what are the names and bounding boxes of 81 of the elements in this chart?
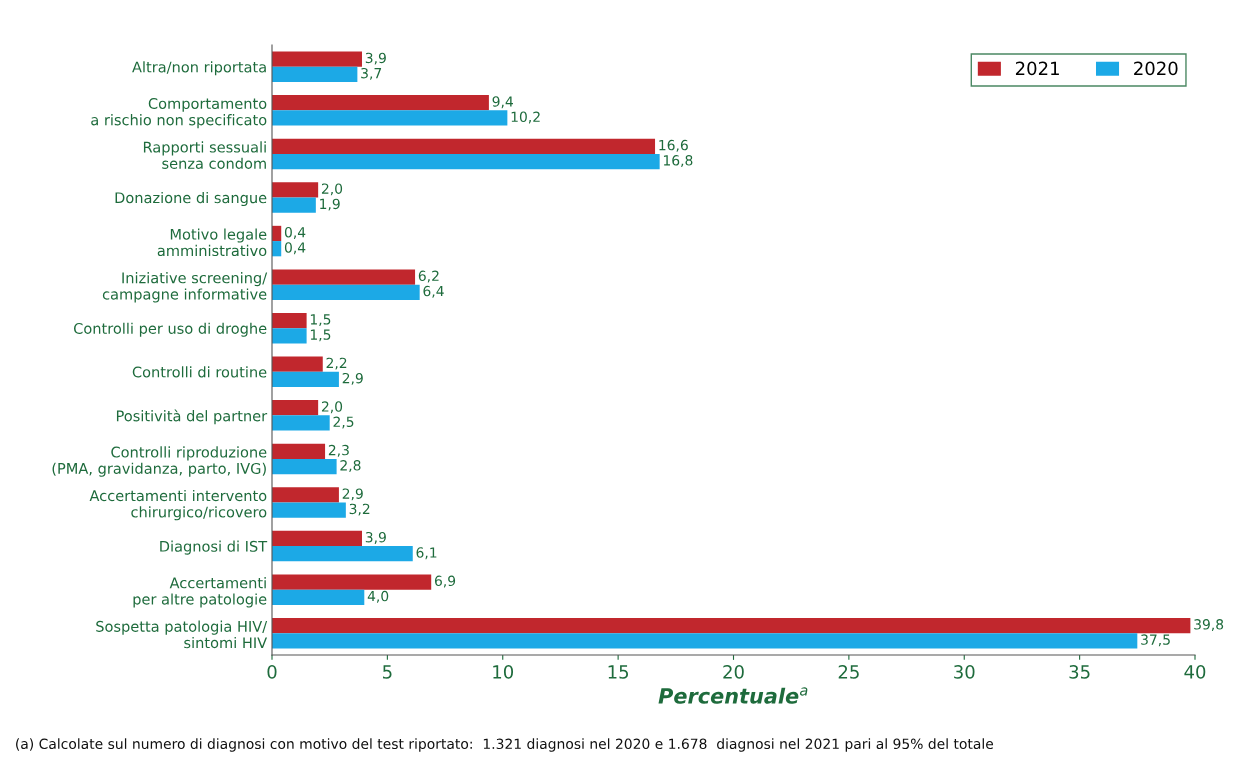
y-tick-label: Accertamenti per altre patologie [133, 577, 267, 608]
x-tick-label: 30 [954, 665, 975, 679]
bar [272, 284, 420, 300]
x-tick-label: 15 [608, 665, 629, 679]
bar [272, 546, 413, 562]
data-label: 10,2 [511, 111, 540, 124]
data-label: 2,3 [328, 444, 349, 457]
bar [272, 458, 337, 475]
y-tick-label: Controlli riproduzione (PMA, gravidanza, parto, IVG) [52, 446, 267, 477]
bar [272, 138, 656, 154]
bar [272, 328, 307, 344]
y-tick-label: Iniziative screening/ campagne informative [102, 272, 268, 303]
bar [272, 400, 319, 416]
x-tick-label: 20 [723, 665, 744, 679]
bar [272, 312, 307, 329]
y-tick-label: Positività del partner [116, 409, 268, 425]
x-tick-label: 10 [493, 665, 514, 679]
text: (a) Calcolate sul numero di diagnosi con motivo del test riportato: 1.321 diagnosi nel 2020 e 1.678 diagnosi nel 2021 pari al 95% del totale [16, 738, 994, 752]
data-label: 6,9 [434, 575, 456, 588]
bar [272, 66, 358, 83]
x-tick-label: 40 [1184, 665, 1206, 679]
bar [272, 633, 1138, 649]
y-tick-label: Motivo legale amministrativo [157, 228, 267, 257]
data-label: 39,8 [1194, 619, 1224, 632]
y-tick-label: Diagnosi di IST [160, 540, 268, 555]
x-axis-title: Percentuale$^{a}$ [658, 687, 808, 704]
data-label: 3,9 [365, 52, 386, 65]
bar [272, 356, 323, 372]
bar [272, 51, 362, 67]
y-tick-label: Accertamenti intervento chirurgico/ricovero [89, 489, 267, 521]
data-label: 37,5 [1141, 634, 1170, 647]
data-label: 0,4 [284, 226, 306, 239]
data-label: 3,9 [365, 531, 386, 544]
data-label: 2,8 [340, 460, 361, 472]
y-tick-label: Comportamento a rischio non specificato [91, 98, 267, 129]
bar [272, 110, 508, 126]
x-tick-label: 35 [1069, 665, 1090, 679]
data-label: 6,1 [416, 547, 437, 560]
x-tick-label: 25 [838, 665, 859, 679]
bar [272, 443, 326, 459]
data-label: 9,4 [492, 96, 513, 109]
bar [272, 487, 339, 503]
bar [272, 589, 365, 605]
bar [272, 502, 346, 518]
bar [272, 530, 362, 547]
y-tick-label: Rapporti sessuali senza condom [143, 141, 266, 169]
bar [272, 182, 319, 198]
bar [272, 574, 432, 590]
data-label: 16,8 [663, 155, 693, 167]
y-tick-label: Donazione di sangue [115, 191, 267, 207]
data-label: 4,0 [367, 590, 389, 603]
bar [272, 153, 660, 170]
data-label: 2,2 [326, 357, 347, 370]
bar [272, 415, 330, 431]
y-tick-label: Controlli per uso di droghe [73, 322, 267, 337]
bar [272, 371, 339, 388]
data-label: 6,4 [423, 285, 444, 298]
data-label: 1,9 [320, 198, 340, 211]
data-label: 3,2 [349, 503, 370, 516]
y-tick-label: Sospetta patologia HIV/ sintomi HIV [96, 620, 268, 649]
data-label: 2,0 [321, 183, 343, 196]
data-label: 6,2 [418, 270, 439, 283]
bar [272, 617, 1191, 634]
data-label: 1,5 [310, 329, 331, 342]
legend-label: 2020 [1134, 61, 1178, 76]
data-label: 2,9 [342, 488, 363, 501]
x-tick-label: 0 [267, 665, 277, 679]
data-label: 2,0 [321, 401, 343, 414]
data-label: 16,6 [659, 139, 688, 152]
bar [272, 269, 416, 285]
data-label: 1,5 [310, 314, 331, 327]
y-tick-label: Altra/non riportata [132, 61, 266, 76]
legend-label: 2021 [1015, 61, 1059, 76]
data-label: 0,4 [284, 242, 306, 255]
y-tick-label: Controlli di routine [132, 366, 267, 378]
data-label: 2,5 [333, 416, 354, 429]
data-label: 3,7 [361, 67, 382, 80]
bar [272, 95, 489, 111]
data-label: 2,9 [342, 372, 363, 385]
x-tick-label: 5 [383, 665, 392, 679]
bar [272, 197, 316, 213]
